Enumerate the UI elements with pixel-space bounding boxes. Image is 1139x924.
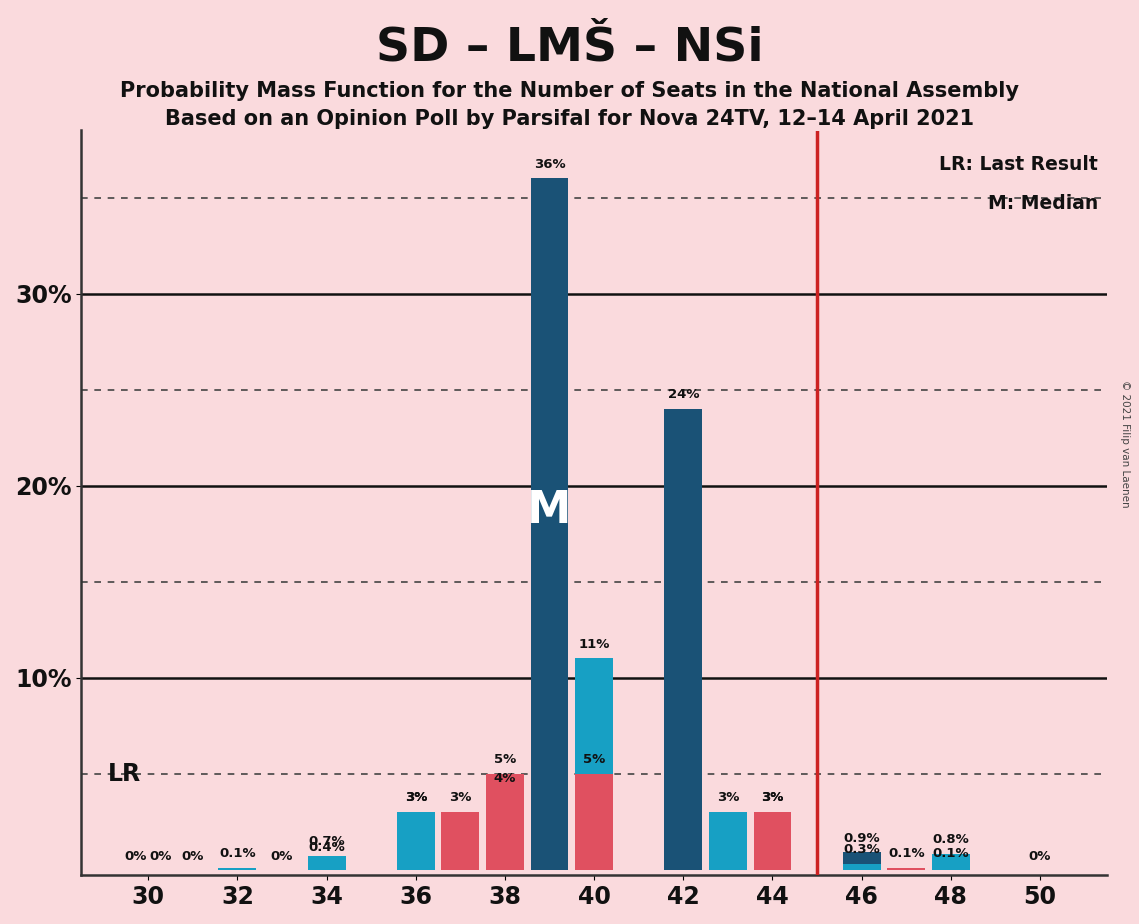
Bar <box>442 812 480 869</box>
Bar <box>932 868 969 869</box>
Text: 0%: 0% <box>181 850 204 863</box>
Bar <box>396 812 435 869</box>
Text: 3%: 3% <box>404 791 427 804</box>
Text: 0.1%: 0.1% <box>888 847 925 860</box>
Bar <box>664 408 703 869</box>
Text: 0%: 0% <box>271 850 293 863</box>
Bar <box>219 868 256 869</box>
Text: SD – LMŠ – NSi: SD – LMŠ – NSi <box>376 26 763 71</box>
Text: LR: Last Result: LR: Last Result <box>940 155 1098 175</box>
Text: 0.7%: 0.7% <box>309 835 345 848</box>
Text: 3%: 3% <box>716 791 739 804</box>
Bar <box>843 864 880 869</box>
Text: 0.4%: 0.4% <box>309 841 345 854</box>
Text: Probability Mass Function for the Number of Seats in the National Assembly: Probability Mass Function for the Number… <box>120 81 1019 102</box>
Bar <box>486 793 524 869</box>
Text: 0.8%: 0.8% <box>933 833 969 846</box>
Bar <box>754 812 792 869</box>
Text: M: M <box>527 489 572 531</box>
Text: © 2021 Filip van Laenen: © 2021 Filip van Laenen <box>1121 380 1130 507</box>
Text: LR: LR <box>108 761 141 785</box>
Bar <box>932 854 969 869</box>
Bar <box>308 862 345 869</box>
Bar <box>708 812 747 869</box>
Text: 0.3%: 0.3% <box>843 843 880 856</box>
Text: 0.1%: 0.1% <box>933 847 969 860</box>
Bar <box>531 178 568 869</box>
Text: 5%: 5% <box>583 753 605 766</box>
Text: 4%: 4% <box>494 772 516 785</box>
Text: 3%: 3% <box>761 791 784 804</box>
Bar <box>486 773 524 869</box>
Text: 5%: 5% <box>494 753 516 766</box>
Bar <box>396 812 435 869</box>
Bar <box>308 856 345 869</box>
Text: 0%: 0% <box>1029 850 1051 863</box>
Text: 11%: 11% <box>579 638 609 650</box>
Text: 24%: 24% <box>667 388 699 401</box>
Text: Based on an Opinion Poll by Parsifal for Nova 24TV, 12–14 April 2021: Based on an Opinion Poll by Parsifal for… <box>165 109 974 129</box>
Text: 0.1%: 0.1% <box>219 847 256 860</box>
Text: 3%: 3% <box>404 791 427 804</box>
Text: M: Median: M: Median <box>988 194 1098 213</box>
Bar <box>575 659 613 869</box>
Text: 3%: 3% <box>449 791 472 804</box>
Text: 0.9%: 0.9% <box>843 832 880 845</box>
Bar <box>887 868 925 869</box>
Bar <box>575 773 613 869</box>
Bar <box>843 852 880 869</box>
Text: 0%: 0% <box>124 850 147 863</box>
Bar <box>754 812 792 869</box>
Text: 36%: 36% <box>534 158 565 171</box>
Text: 3%: 3% <box>761 791 784 804</box>
Text: 0%: 0% <box>149 850 172 863</box>
